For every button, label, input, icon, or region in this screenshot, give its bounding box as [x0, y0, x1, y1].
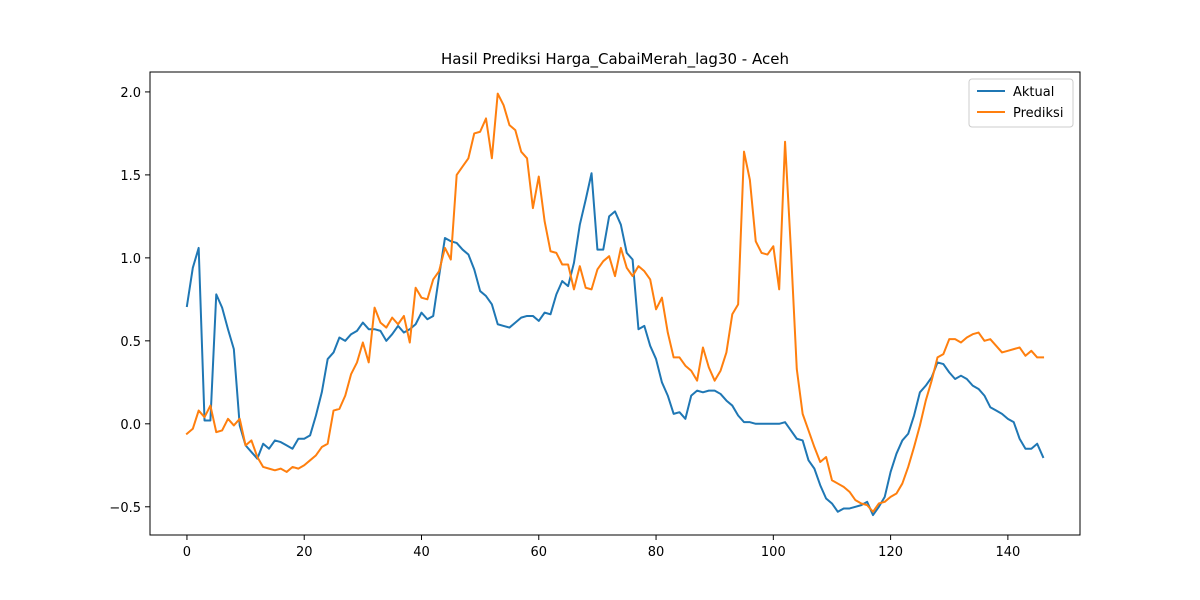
series-layer: [185, 92, 1045, 517]
x-tick-label: 40: [413, 545, 430, 560]
x-tick-label: 80: [648, 545, 665, 560]
plot-area: 0 20 40 60 80 100 120 140 −0.5 0.0 0.5 1.0 1.5 2.0: [109, 71, 1081, 560]
x-tick-label: 120: [878, 545, 903, 560]
legend: Aktual Prediksi: [968, 78, 1074, 128]
y-tick-label: −0.5: [109, 501, 141, 516]
x-tick-label: 60: [530, 545, 547, 560]
legend-label-aktual: Aktual: [1013, 85, 1054, 100]
y-tick-label: 1.5: [120, 169, 141, 184]
x-tick-label: 20: [296, 545, 313, 560]
y-tick-label: 0.5: [120, 335, 141, 350]
y-tick-label: 2.0: [120, 86, 141, 101]
x-axis: 0 20 40 60 80 100 120 140: [183, 535, 1020, 560]
x-tick-label: 0: [183, 545, 191, 560]
y-tick-label: 1.0: [120, 252, 141, 267]
plot-frame: [149, 71, 1081, 536]
chart-title: Hasil Prediksi Harga_CabaiMerah_lag30 - …: [441, 50, 789, 69]
series-line-prediksi: [185, 92, 1045, 513]
y-axis: −0.5 0.0 0.5 1.0 1.5 2.0: [109, 86, 150, 516]
x-tick-label: 140: [995, 545, 1020, 560]
series-line-aktual: [185, 172, 1045, 517]
y-tick-label: 0.0: [120, 418, 141, 433]
legend-label-prediksi: Prediksi: [1013, 106, 1063, 121]
x-tick-label: 100: [761, 545, 786, 560]
